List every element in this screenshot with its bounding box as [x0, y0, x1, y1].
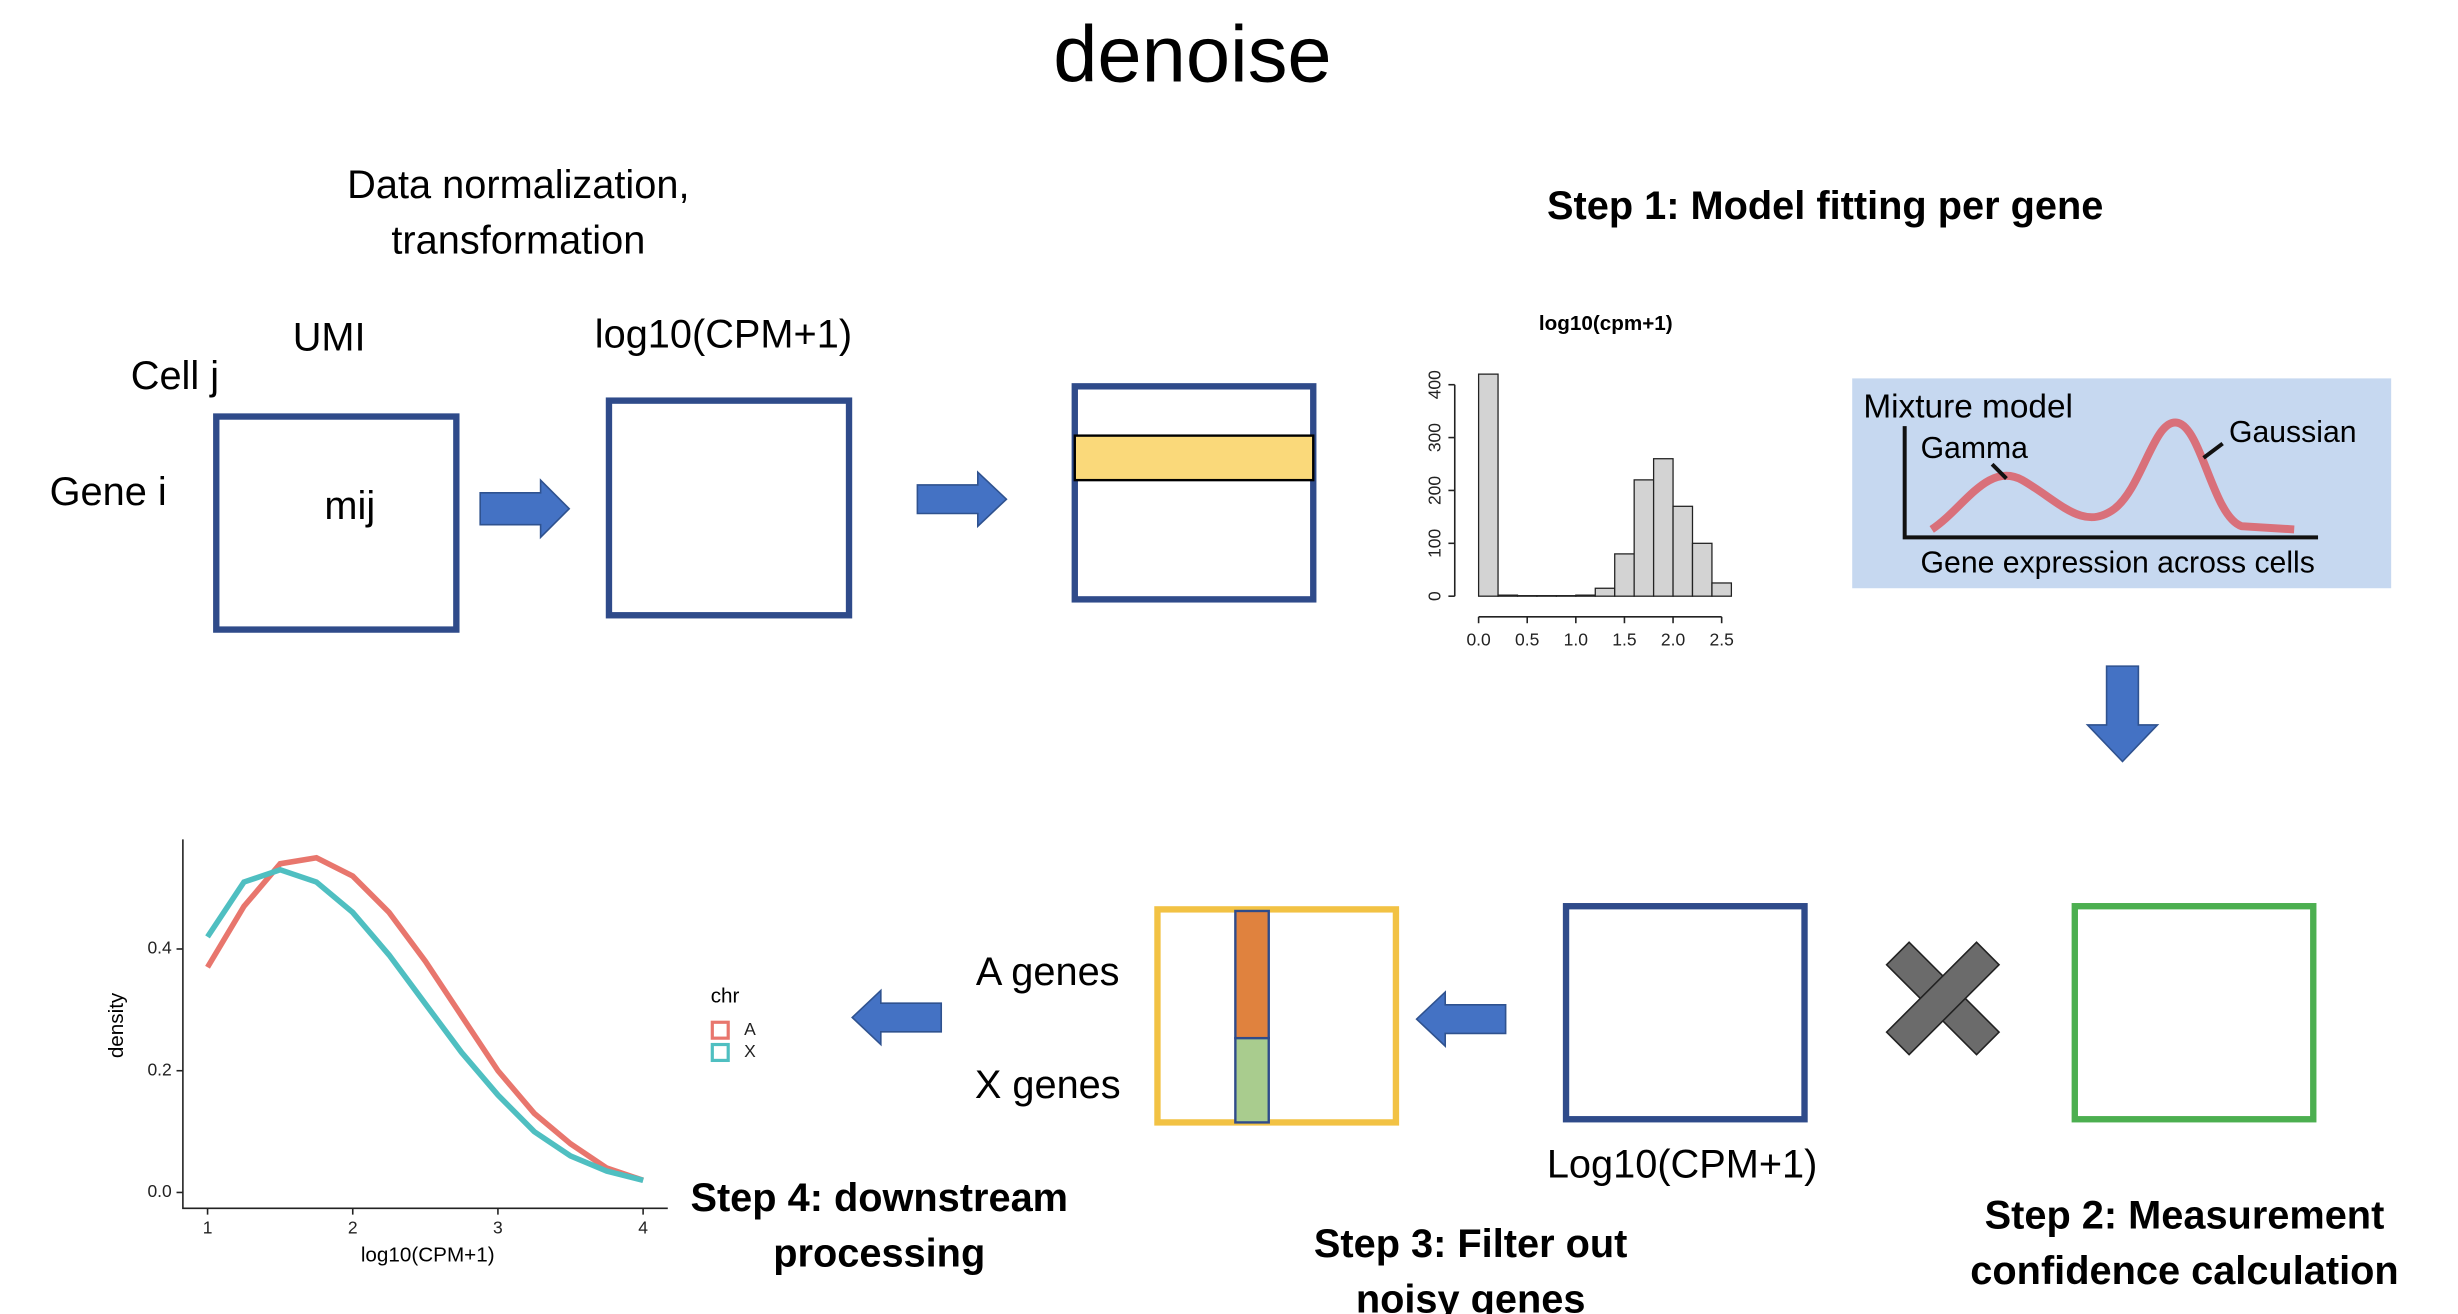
hist-bar: [1614, 553, 1635, 597]
hist-bar: [1594, 587, 1616, 597]
step-label: confidence calculation: [1970, 1249, 2398, 1293]
x-axis-label: log10(CPM+1): [361, 1243, 495, 1266]
y-tick-label: 200: [1424, 476, 1444, 505]
y-tick-label: 0.0: [147, 1181, 172, 1201]
y-tick-label: 0: [1424, 591, 1444, 601]
x-tick-label: 2: [348, 1218, 358, 1238]
filter-matrix: [1154, 906, 1400, 1126]
y-tick-label: 100: [1424, 528, 1444, 557]
a-genes-label: A genes: [976, 950, 1120, 994]
arrow: [1415, 990, 1507, 1048]
arrow: [2085, 665, 2160, 763]
gene-row: [1073, 434, 1315, 482]
x-tick-label: 1.0: [1564, 629, 1589, 649]
legend-key: [710, 1020, 730, 1040]
x-tick-label: 0.0: [1466, 629, 1491, 649]
x-genes-block: [1234, 1036, 1270, 1124]
log-label: log10(CPM+1): [595, 313, 852, 357]
hist-bar: [1691, 542, 1713, 597]
mixture-axes: [1902, 426, 2319, 540]
hist-bar: [1652, 458, 1674, 597]
gaussian-label: Gaussian: [2229, 416, 2357, 449]
x-tick-label: 4: [638, 1218, 648, 1238]
gene-matrix: [1071, 383, 1317, 603]
x-tick-label: 2.0: [1661, 629, 1686, 649]
step-label: Step 2: Measurement: [1985, 1193, 2385, 1237]
cell-label: Cell j: [131, 354, 219, 398]
hist-title: log10(cpm+1): [1539, 312, 1673, 335]
hist-bar: [1711, 582, 1733, 597]
x-tick-label: 3: [493, 1218, 503, 1238]
legend-key: [710, 1042, 730, 1063]
hist-bar: [1516, 595, 1538, 597]
hist-bar: [1633, 479, 1655, 597]
axes: [182, 839, 668, 1210]
arrow: [479, 478, 571, 540]
mixture-title: Mixture model: [1863, 388, 2073, 425]
x-tick-label: 1: [203, 1218, 213, 1238]
caption: transformation: [391, 219, 645, 263]
y-tick-label: 300: [1424, 423, 1444, 452]
umi-matrix: [213, 413, 460, 633]
mixture-panel: [1852, 378, 2392, 589]
hist-bar: [1555, 595, 1577, 597]
a-genes-block: [1234, 909, 1270, 1040]
hist-bar: [1536, 595, 1558, 597]
y-axis-label: density: [105, 992, 128, 1058]
mixture-curve: [1929, 418, 2295, 534]
arrow: [851, 988, 943, 1047]
caption: Data normalization,: [347, 163, 689, 207]
arrow: [916, 470, 1008, 529]
confidence-matrix: [2071, 903, 2317, 1123]
log-matrix: [605, 397, 853, 619]
log-label: Log10(CPM+1): [1547, 1142, 1818, 1186]
hist-bar: [1497, 594, 1519, 597]
x-tick-label: 1.5: [1612, 629, 1636, 649]
gamma-label: Gamma: [1921, 432, 2029, 465]
density-line: [205, 866, 644, 1183]
y-tick-label: 0.4: [147, 938, 172, 958]
mixture-xlabel: Gene expression across cells: [1921, 546, 2315, 579]
legend-label: X: [744, 1041, 756, 1061]
multiply-sign: [1885, 941, 2001, 1056]
step-label: noisy genes: [1356, 1278, 1586, 1314]
hist-bar: [1575, 594, 1596, 597]
step-label: Step 1: Model fitting per gene: [1547, 184, 2103, 228]
title: denoise: [1053, 9, 1331, 98]
y-tick-label: 0.2: [147, 1059, 171, 1079]
hist-bar: [1672, 505, 1694, 597]
step-label: Step 3: Filter out: [1314, 1222, 1627, 1266]
umi-label: UMI: [293, 316, 366, 360]
hist-bar: [1477, 373, 1499, 597]
legend-label: A: [744, 1019, 756, 1039]
y-tick-label: 400: [1424, 370, 1444, 399]
x-tick-label: 2.5: [1710, 629, 1734, 649]
x-tick-label: 0.5: [1515, 629, 1539, 649]
step-label: Step 4: downstream: [690, 1176, 1068, 1220]
density-line: [205, 854, 645, 1183]
x-genes-label: X genes: [975, 1063, 1121, 1107]
gene-label: Gene i: [50, 470, 167, 514]
legend-title: chr: [711, 984, 740, 1007]
log-matrix: [1562, 903, 1808, 1123]
pointer: [1990, 441, 2224, 480]
step-label: processing: [773, 1231, 985, 1275]
cell-value: mij: [324, 484, 375, 528]
